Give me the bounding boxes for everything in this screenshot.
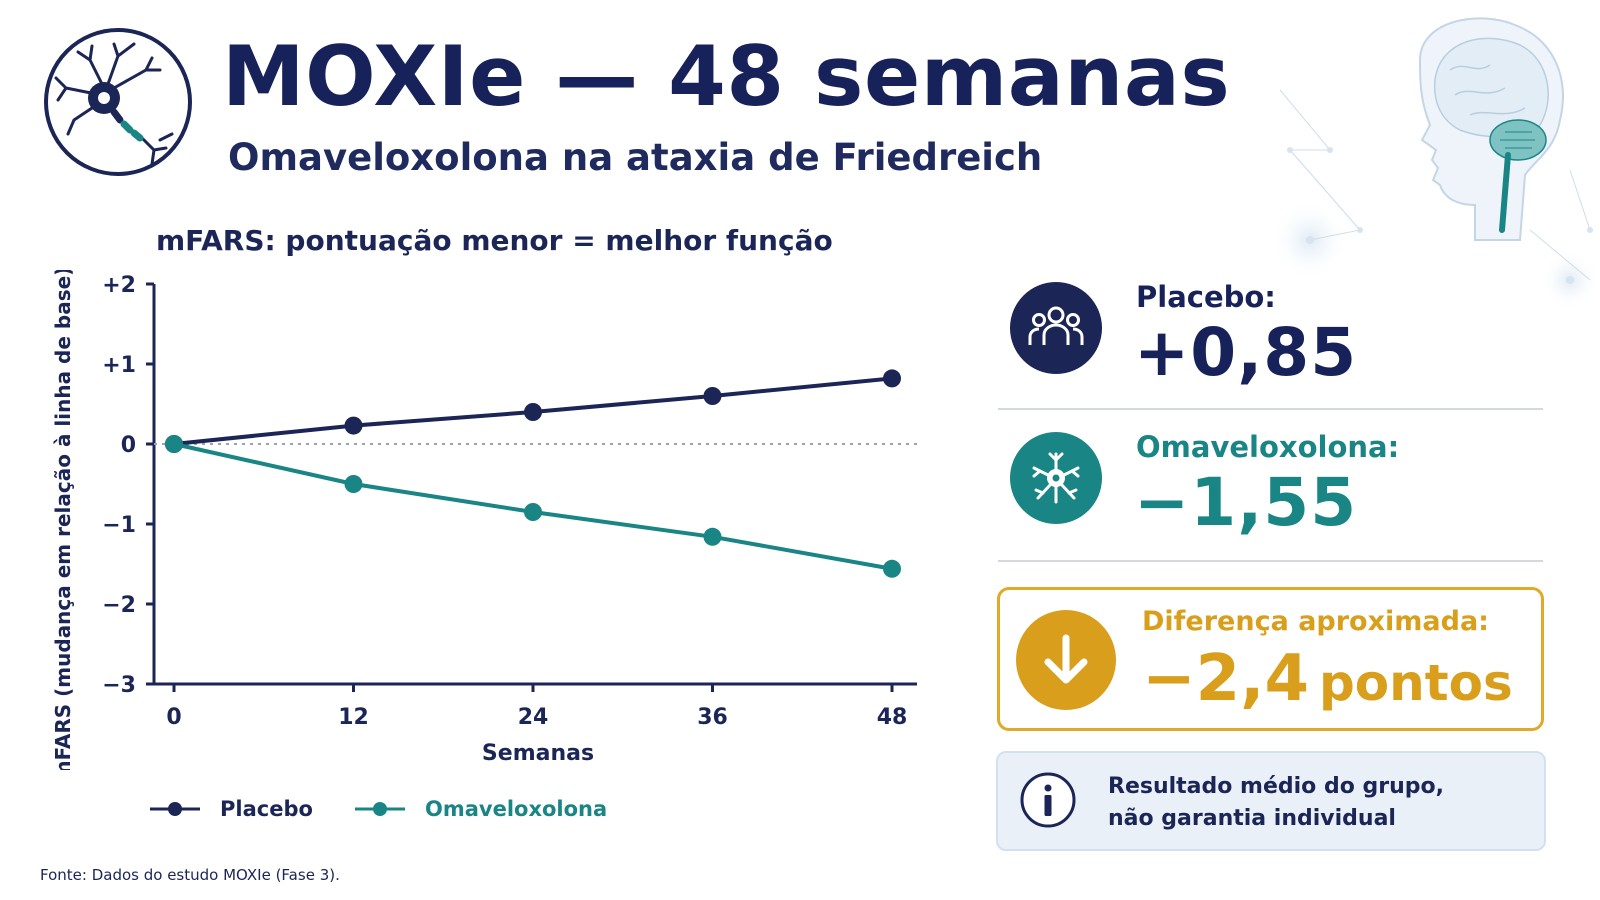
- data-point-omaveloxolona: [524, 503, 542, 521]
- info-icon: [1020, 772, 1076, 828]
- chart-title: mFARS: pontuação menor = melhor função: [156, 224, 833, 257]
- difference-value: −2,4: [1142, 642, 1309, 716]
- legend-item-placebo: Placebo: [150, 797, 313, 821]
- brain-head-illustration: [1270, 17, 1600, 310]
- legend-item-omaveloxolona: Omaveloxolona: [355, 797, 607, 821]
- data-point-omaveloxolona: [883, 559, 901, 578]
- data-point-omaveloxolona: [165, 435, 183, 453]
- data-point-omaveloxolona: [703, 527, 722, 546]
- omaveloxolona-label: Omaveloxolona:: [1136, 430, 1400, 464]
- data-point-placebo: [883, 369, 901, 388]
- legend-label-omaveloxolona: Omaveloxolona: [425, 797, 608, 821]
- info-note: Resultado médio do grupo, não garantia i…: [996, 751, 1546, 851]
- data-point-placebo: [703, 387, 722, 405]
- placebo-result: Placebo: +0,85: [998, 278, 1543, 410]
- y-tick-label: +2: [102, 273, 136, 298]
- legend-label-placebo: Placebo: [220, 797, 313, 821]
- y-tick-label: 0: [121, 433, 136, 458]
- legend-swatch-omaveloxolona: [355, 802, 405, 816]
- line-chart: +2 +1 0 −1 −2 −3 0 12 24 36 48 Semanas mFARS (mudanç…: [51, 270, 917, 770]
- x-tick-label: 24: [518, 705, 549, 730]
- data-point-placebo: [524, 403, 542, 421]
- data-point-omaveloxolona: [344, 475, 363, 493]
- page-subtitle: Omaveloxolona na ataxia de Friedreich: [228, 136, 1043, 179]
- y-tick-label: −2: [102, 593, 136, 618]
- x-tick-label: 48: [877, 705, 908, 730]
- info-text: Resultado médio do grupo, não garantia i…: [1108, 771, 1444, 835]
- x-tick-label: 0: [166, 705, 181, 730]
- omaveloxolona-value: −1,55: [1134, 464, 1358, 541]
- arrow-down-icon: [1016, 610, 1116, 710]
- neuron-icon: [1010, 432, 1102, 524]
- difference-label: Diferença aproximada:: [1142, 606, 1489, 637]
- group-people-icon: [1010, 282, 1102, 374]
- difference-box: Diferença aproximada: −2,4 pontos: [997, 587, 1544, 731]
- omaveloxolona-result: Omaveloxolona: −1,55: [998, 428, 1543, 562]
- placebo-label: Placebo:: [1136, 280, 1276, 314]
- y-tick-label: +1: [102, 353, 136, 378]
- x-tick-label: 12: [338, 705, 369, 730]
- info-text-line1: Resultado médio do grupo,: [1108, 774, 1444, 799]
- source-note: Fonte: Dados do estudo MOXIe (Fase 3).: [40, 866, 340, 884]
- y-axis-label: mFARS (mudança em relação à linha de bas…: [51, 270, 75, 770]
- y-tick-label: −1: [102, 513, 136, 538]
- placebo-value: +0,85: [1134, 314, 1358, 391]
- x-tick-label: 36: [697, 705, 728, 730]
- page-title: MOXIe — 48 semanas: [222, 28, 1231, 125]
- difference-unit: pontos: [1319, 654, 1513, 712]
- neuron-logo-icon: [44, 28, 192, 176]
- legend-swatch-placebo: [150, 802, 200, 816]
- x-axis-label: Semanas: [482, 741, 594, 766]
- difference-value-wrapper: −2,4 pontos: [1142, 642, 1513, 716]
- data-point-placebo: [344, 416, 363, 435]
- info-text-line2: não garantia individual: [1108, 806, 1396, 831]
- y-tick-label: −3: [102, 673, 136, 698]
